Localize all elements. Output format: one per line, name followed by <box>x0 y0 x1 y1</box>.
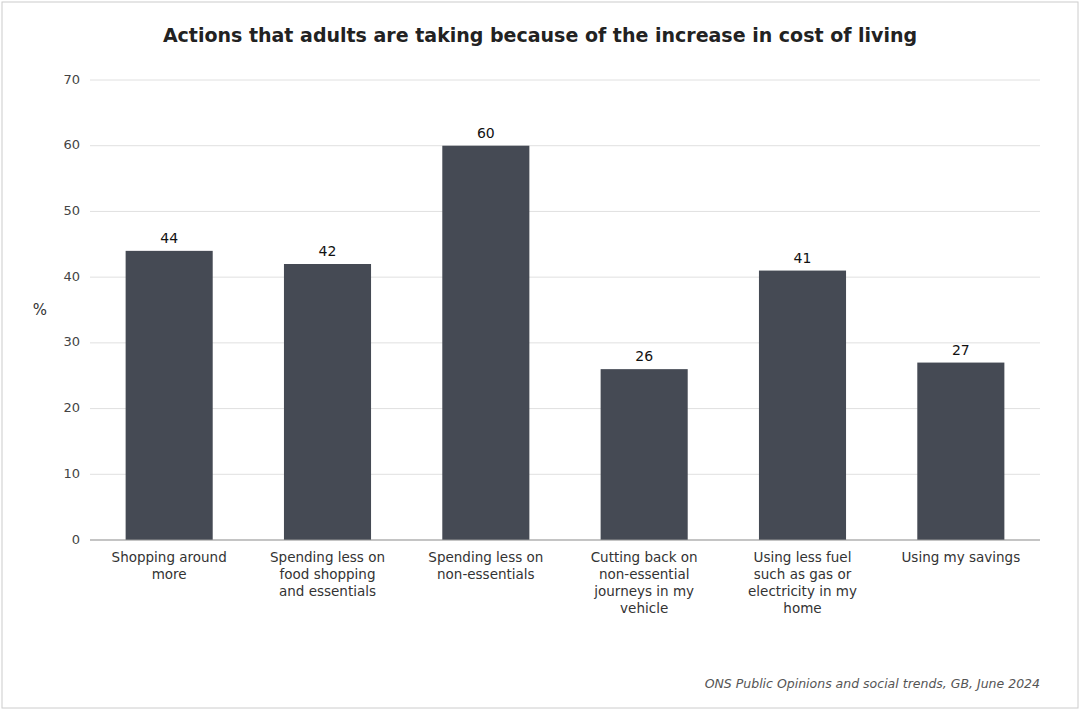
bar <box>442 146 529 540</box>
grid-line <box>90 474 1040 475</box>
x-tick-label-line: Spending less on <box>270 549 385 565</box>
grid-line <box>90 342 1040 343</box>
x-tick-label: Shopping aroundmore <box>112 549 227 582</box>
grid-line <box>90 145 1040 146</box>
x-tick-label: Spending less onnon-essentials <box>428 549 543 582</box>
grid-line <box>90 80 1040 81</box>
x-tick-label-line: Using less fuel <box>754 549 852 565</box>
source-note: ONS Public Opinions and social trends, G… <box>705 676 1040 691</box>
y-tick-label: 60 <box>63 137 80 152</box>
grid-line <box>90 277 1040 278</box>
x-tick-label: Spending less onfood shoppingand essenti… <box>270 549 385 599</box>
x-tick-label-line: electricity in my <box>748 583 857 599</box>
data-label: 26 <box>635 348 653 364</box>
data-labels: 44 42 60 26 41 27 <box>160 125 969 364</box>
grid <box>90 80 1040 540</box>
bar <box>759 271 846 540</box>
x-tick-label-line: and essentials <box>279 583 376 599</box>
x-tick-label-line: journeys in my <box>593 583 694 599</box>
y-tick-label: 40 <box>63 269 80 284</box>
x-tick-label-line: food shopping <box>280 566 376 582</box>
x-tick-label: Using less fuelsuch as gas orelectricity… <box>748 549 857 616</box>
y-tick-label: 30 <box>63 334 80 349</box>
grid-line <box>90 540 1040 541</box>
x-tick-label-line: Spending less on <box>428 549 543 565</box>
chart-container: Actions that adults are taking because o… <box>0 0 1080 710</box>
y-tick-label: 70 <box>63 72 80 87</box>
data-label: 44 <box>160 230 178 246</box>
data-label: 27 <box>952 342 970 358</box>
x-tick-label-line: Using my savings <box>901 549 1020 565</box>
bars <box>126 146 1005 540</box>
x-tick-label-line: Shopping around <box>112 549 227 565</box>
bar <box>126 251 213 540</box>
x-tick-label-line: non-essentials <box>437 566 535 582</box>
data-label: 60 <box>477 125 495 141</box>
page-border <box>2 2 1078 708</box>
title: Actions that adults are taking because o… <box>163 24 917 46</box>
x-tick-label: Cutting back onnon-essentialjourneys in … <box>591 549 698 616</box>
y-axis-label: % <box>33 301 47 319</box>
data-label: 42 <box>319 243 337 259</box>
bar <box>601 369 688 540</box>
chart-svg: Actions that adults are taking because o… <box>0 0 1080 710</box>
x-tick-label-line: home <box>783 600 821 616</box>
data-label: 41 <box>794 250 812 266</box>
x-tick-label: Using my savings <box>901 549 1020 565</box>
x-tick-label-line: non-essential <box>599 566 690 582</box>
x-tick-label-line: Cutting back on <box>591 549 698 565</box>
x-tick-label-line: more <box>152 566 187 582</box>
y-tick-label: 20 <box>63 400 80 415</box>
y-tick-label: 0 <box>72 532 80 547</box>
grid-line <box>90 408 1040 409</box>
bar <box>917 363 1004 540</box>
x-tick-label-line: such as gas or <box>754 566 852 582</box>
x-axis-line <box>90 540 1040 541</box>
x-tick-label-line: vehicle <box>620 600 668 616</box>
y-tick-label: 50 <box>63 203 80 218</box>
grid-line <box>90 211 1040 212</box>
y-tick-label: 10 <box>63 466 80 481</box>
bar <box>284 264 371 540</box>
